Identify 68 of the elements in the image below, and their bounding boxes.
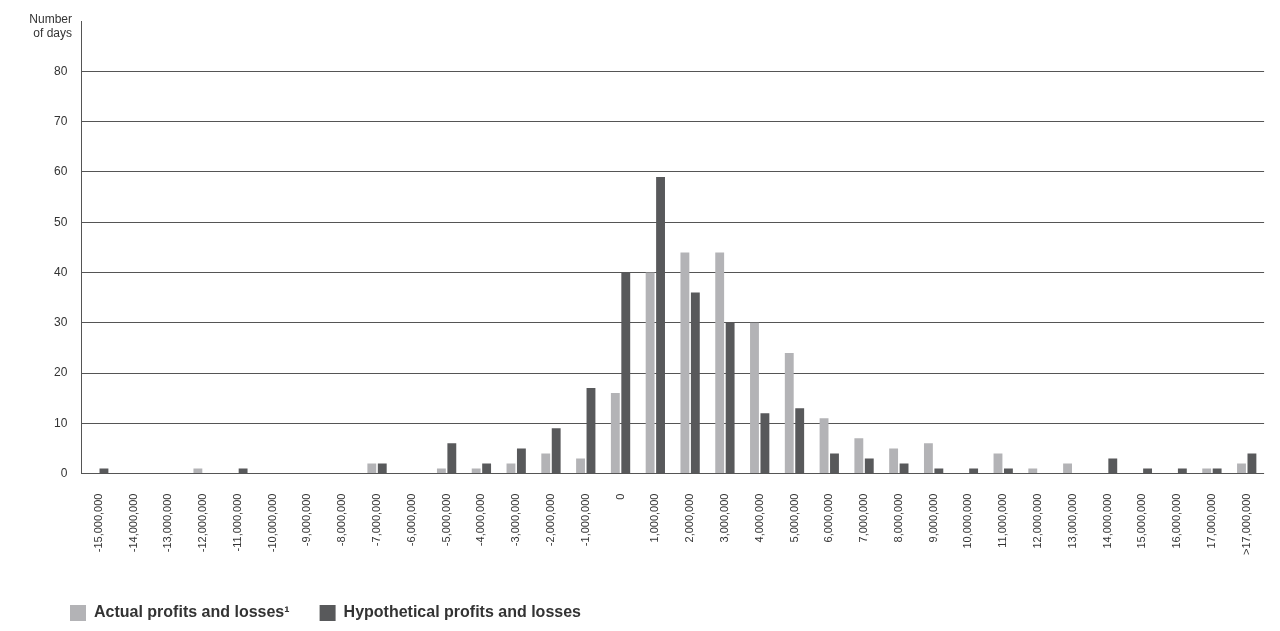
y-tick-label: 50	[53, 214, 68, 229]
y-tick-label: 30	[53, 315, 68, 330]
y-tick-label: 0	[60, 465, 68, 480]
bar	[680, 252, 690, 474]
x-tick-label: -4,000,000	[474, 493, 487, 547]
bar	[1237, 463, 1246, 474]
x-tick-label: 7,000,000	[857, 493, 870, 543]
x-tick-label: -15,000,000	[91, 493, 104, 553]
bar	[854, 438, 864, 474]
y-tick-label: 40	[53, 264, 68, 279]
y-axis-title: Number of days	[28, 12, 72, 40]
y-tick-label: 60	[53, 164, 68, 179]
x-tick-label: 4,000,000	[752, 493, 765, 543]
x-tick-label: 2,000,000	[683, 493, 696, 543]
x-tick-label: 3,000,000	[717, 493, 730, 543]
bar	[576, 458, 585, 474]
x-tick-label: 10,000,000	[961, 493, 974, 549]
x-tick-label: 0	[613, 493, 626, 500]
x-tick-label: 6,000,000	[822, 493, 835, 543]
x-tick-label: 11,000,000	[996, 493, 1009, 548]
x-tick-label: 8,000,000	[891, 493, 904, 543]
x-tick-label: -10,000,000	[265, 493, 278, 553]
legend-label: Actual profits and losses¹	[94, 603, 290, 621]
bar	[506, 463, 516, 474]
bar	[784, 352, 794, 474]
x-tick-label: 12,000,000	[1031, 493, 1044, 549]
x-tick-label: -7,000,000	[370, 493, 383, 547]
y-tick-label: 80	[53, 63, 68, 78]
y-tick-label: 70	[53, 114, 68, 129]
x-tick-label: >17,000,000	[1239, 493, 1252, 556]
bar	[1202, 468, 1212, 474]
y-tick-label: 10	[53, 415, 68, 430]
legend-label: Hypothetical profits and losses	[343, 603, 582, 621]
x-tick-label: -5,000,000	[439, 493, 452, 547]
bar	[645, 272, 655, 474]
bar	[750, 322, 759, 474]
bar	[715, 252, 725, 474]
bar	[1028, 468, 1038, 474]
bar	[993, 453, 1003, 474]
x-tick-label: -8,000,000	[335, 493, 348, 547]
x-tick-label: -1,000,000	[578, 493, 591, 547]
x-tick-label: 14,000,000	[1100, 493, 1113, 549]
bar	[889, 448, 899, 474]
bar	[367, 463, 377, 474]
x-tick-label: 15,000,000	[1135, 493, 1148, 549]
x-tick-label: -13,000,000	[161, 493, 174, 553]
x-tick-label: -14,000,000	[126, 493, 139, 553]
x-tick-label: -2,000,000	[544, 493, 556, 547]
bar	[923, 443, 933, 474]
bar	[436, 468, 446, 474]
x-tick-label: 1,000,000	[648, 493, 661, 543]
x-tick-label: -9,000,000	[300, 493, 313, 547]
x-tick-label: -3,000,000	[509, 493, 522, 547]
x-tick-label: 17,000,000	[1204, 493, 1217, 549]
x-tick-label: -11,000,000	[230, 493, 243, 552]
x-tick-label: 13,000,000	[1065, 493, 1078, 549]
x-tick-label: -12,000,000	[196, 493, 209, 553]
y-tick-label: 20	[53, 365, 68, 380]
x-tick-label: 16,000,000	[1170, 493, 1183, 549]
x-tick-label: 5,000,000	[787, 493, 800, 543]
bar	[471, 468, 481, 474]
bar	[541, 453, 551, 474]
bar	[1063, 463, 1072, 474]
x-tick-label: 9,000,000	[926, 493, 939, 543]
bar	[819, 418, 829, 474]
x-tick-label: -6,000,000	[404, 493, 417, 547]
bar	[610, 393, 620, 474]
bar	[193, 468, 203, 474]
